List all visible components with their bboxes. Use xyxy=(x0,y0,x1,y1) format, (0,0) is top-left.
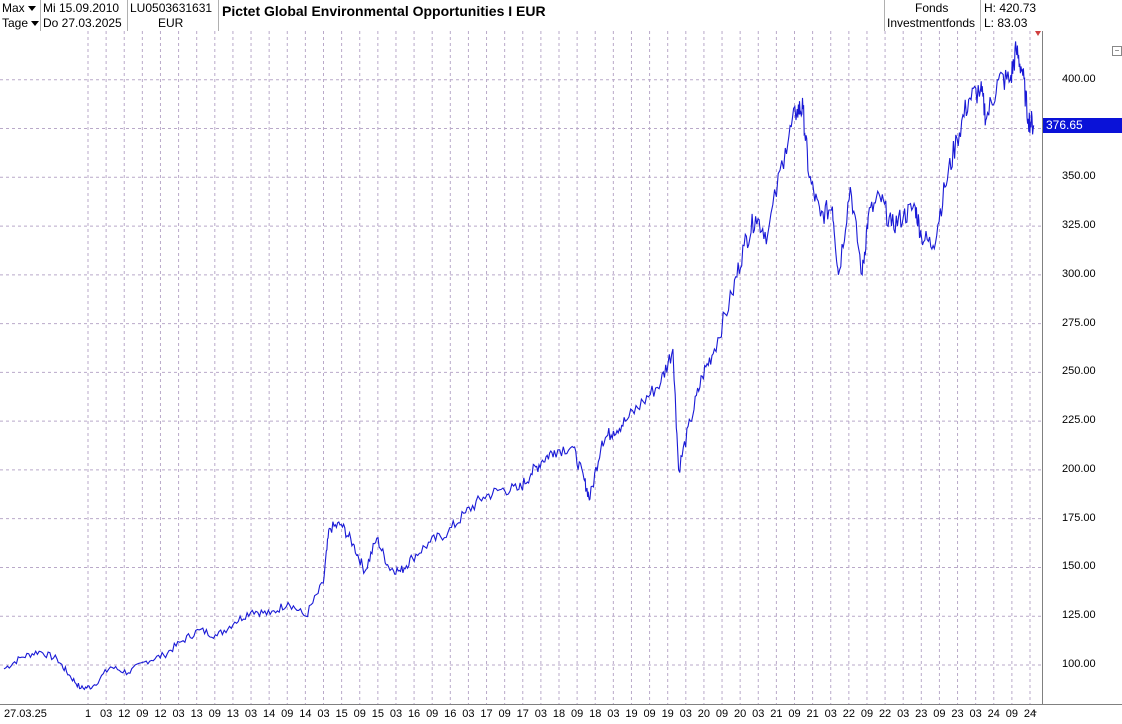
x-tick-label: 03 xyxy=(679,708,692,720)
x-tick-label: 27.03.25 xyxy=(4,708,47,720)
y-tick-label: 250.00 xyxy=(1062,365,1096,378)
x-tick-label: 09 xyxy=(353,708,366,720)
last-price-badge: 376.65 xyxy=(1043,118,1122,134)
x-tick-label: 22 xyxy=(878,708,892,720)
x-tick-label: 15 xyxy=(371,708,384,720)
x-tick-label: 15 xyxy=(335,708,348,720)
x-tick-label: 16 xyxy=(407,708,421,720)
interval-dropdown[interactable]: Tage xyxy=(2,16,40,31)
x-tick-label: 12 xyxy=(154,708,167,720)
high-value: H: 420.73 xyxy=(984,1,1037,15)
isin-label: LU0503631631 xyxy=(130,1,213,15)
x-tick-label: 1 xyxy=(84,708,92,720)
x-tick-label: 09 xyxy=(788,708,801,720)
x-tick-label: 20 xyxy=(697,708,711,720)
x-tick-label: 22 xyxy=(842,708,855,720)
low-value: L: 83.03 xyxy=(984,16,1028,30)
y-tick-label: 150.00 xyxy=(1062,560,1096,573)
x-tick-label: 09 xyxy=(643,708,656,720)
x-tick-label: 20 xyxy=(734,708,747,720)
date-to[interactable]: Do 27.03.2025 xyxy=(43,16,122,30)
x-tick-label: 18 xyxy=(589,708,602,720)
x-tick-label: 14 xyxy=(263,708,276,720)
x-tick-label: 03 xyxy=(389,708,403,720)
x-tick-label: 03 xyxy=(607,708,620,720)
x-tick-label: 21 xyxy=(770,708,783,720)
x-tick-label: 03 xyxy=(969,708,982,720)
x-tick-label: 17 xyxy=(516,708,529,720)
x-tick-label: 09 xyxy=(498,708,511,720)
y-tick-label: 300.00 xyxy=(1062,267,1096,280)
x-tick-label: 03 xyxy=(317,708,330,720)
date-from[interactable]: Mi 15.09.2010 xyxy=(43,1,120,15)
y-tick-label: 225.00 xyxy=(1062,414,1096,427)
x-tick-label: 03 xyxy=(172,708,185,720)
y-tick-label: 350.00 xyxy=(1062,170,1096,183)
y-tick-label: 200.00 xyxy=(1062,462,1096,475)
y-tick-label: 325.00 xyxy=(1062,219,1096,232)
price-series-line xyxy=(3,41,1035,691)
chart-title: Pictet Global Environmental Opportunitie… xyxy=(222,3,546,19)
y-axis xyxy=(1042,31,1122,704)
x-tick-label: 03 xyxy=(824,708,837,720)
y-tick-label: 275.00 xyxy=(1062,316,1096,329)
x-axis xyxy=(0,704,1122,724)
plot-area[interactable] xyxy=(0,31,1042,704)
price-chart xyxy=(0,31,1042,704)
x-tick-label: 19 xyxy=(625,708,638,720)
interval-value: Tage xyxy=(2,16,29,30)
x-tick-label: 21 xyxy=(806,708,819,720)
y-tick-label: 400.00 xyxy=(1062,72,1096,85)
divider xyxy=(884,0,885,31)
range-dropdown[interactable]: Max xyxy=(2,1,36,16)
y-tick-label: 125.00 xyxy=(1062,609,1096,622)
x-tick-label: 09 xyxy=(208,708,221,720)
x-tick-label: 09 xyxy=(426,708,439,720)
x-tick-label: 09 xyxy=(281,708,294,720)
divider xyxy=(40,0,41,31)
range-value: Max xyxy=(2,1,25,15)
x-tick-label: 13 xyxy=(190,708,203,720)
chart-header: Max Tage Mi 15.09.2010 Do 27.03.2025 LU0… xyxy=(0,0,1122,32)
chevron-down-icon xyxy=(27,6,36,11)
y-tick-label: 175.00 xyxy=(1062,511,1096,524)
fund-type: Fonds xyxy=(915,1,949,15)
x-tick-label: 09 xyxy=(933,708,946,720)
divider xyxy=(127,0,128,31)
x-tick-label: 03 xyxy=(244,708,258,720)
x-tick-label: 23 xyxy=(915,708,928,720)
x-tick-label: 24 xyxy=(1023,708,1037,720)
x-tick-label: 03 xyxy=(534,708,547,720)
x-tick-label: 03 xyxy=(752,708,765,720)
x-tick-label: 09 xyxy=(136,708,149,720)
x-tick-label: 16 xyxy=(444,708,457,720)
x-tick-label: 23 xyxy=(951,708,964,720)
x-tick-label: 12 xyxy=(118,708,131,720)
x-tick-label: 03 xyxy=(897,708,910,720)
x-tick-label: 24 xyxy=(987,708,1000,720)
x-tick-label: 18 xyxy=(552,708,566,720)
chevron-down-icon xyxy=(31,21,40,26)
high-marker-icon xyxy=(1035,31,1041,36)
fund-category: Investmentfonds xyxy=(887,16,976,30)
x-tick-label: 13 xyxy=(226,708,240,720)
y-tick-label: 100.00 xyxy=(1062,657,1096,670)
divider xyxy=(218,0,219,31)
x-tick-label: 14 xyxy=(299,708,312,720)
zoom-out-button[interactable]: - xyxy=(1033,704,1037,718)
x-tick-label: 17 xyxy=(480,708,493,720)
currency-label: EUR xyxy=(158,16,184,30)
x-tick-label: 09 xyxy=(715,708,729,720)
x-tick-label: 09 xyxy=(1005,708,1018,720)
x-tick-label: 19 xyxy=(661,708,674,720)
divider xyxy=(980,0,981,31)
x-tick-label: 03 xyxy=(462,708,475,720)
collapse-button[interactable]: − xyxy=(1112,46,1122,56)
x-tick-label: 09 xyxy=(570,708,584,720)
x-tick-label: 09 xyxy=(860,708,874,720)
x-tick-label: 03 xyxy=(99,708,113,720)
